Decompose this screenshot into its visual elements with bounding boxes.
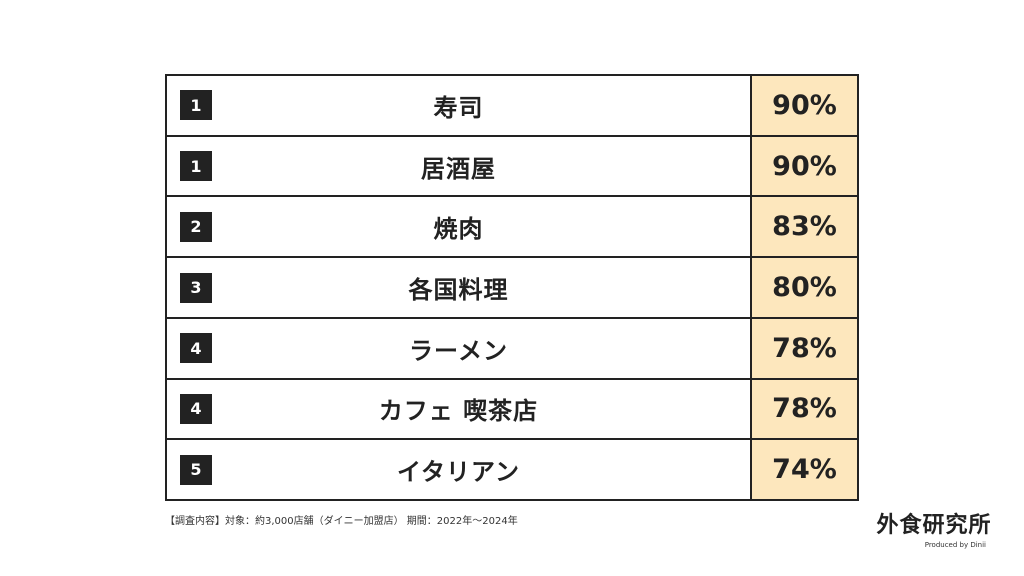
table-row: 2 焼肉 83% [167, 197, 857, 259]
table-row: 4 ラーメン 78% [167, 318, 857, 380]
value-label: 80% [752, 258, 857, 317]
value-label: 78% [752, 318, 857, 378]
category-label: 寿司 [433, 93, 484, 122]
category-label: ラーメン [408, 336, 509, 365]
category-label: 居酒屋 [421, 154, 496, 183]
value-label: 90% [752, 76, 857, 135]
rank-badge: 5 [180, 454, 212, 485]
category-label: カフェ 喫茶店 [378, 397, 539, 426]
category-cell: 4 カフェ 喫茶店 [167, 379, 752, 439]
category-cell: 4 ラーメン [167, 318, 752, 378]
category-cell: 1 寿司 [167, 76, 752, 135]
table-row: 1 寿司 90% [167, 76, 857, 137]
value-label: 90% [752, 136, 857, 196]
value-label: 74% [752, 440, 857, 500]
rank-badge: 1 [180, 90, 212, 121]
table-row: 5 イタリアン 74% [167, 440, 857, 500]
rank-badge: 1 [180, 151, 212, 182]
category-label: 各国料理 [408, 276, 509, 305]
rank-badge: 4 [180, 333, 212, 364]
table-row: 1 居酒屋 90% [167, 136, 857, 198]
category-label: イタリアン [396, 458, 521, 487]
category-cell: 5 イタリアン [167, 440, 752, 500]
rank-badge: 2 [180, 211, 212, 242]
category-cell: 2 焼肉 [167, 197, 752, 257]
value-label: 83% [752, 197, 857, 257]
table-row: 3 各国料理 80% [167, 258, 857, 319]
value-label: 78% [752, 379, 857, 439]
table-row: 4 カフェ 喫茶店 78% [167, 379, 857, 441]
rank-badge: 4 [180, 393, 212, 424]
rank-badge: 3 [180, 272, 212, 303]
category-cell: 3 各国料理 [167, 258, 752, 317]
ranking-table: 1 寿司 90% 1 居酒屋 90% 2 焼肉 83% 3 各国料理 80% 4 ラーメン 78% 4 カフェ … [165, 74, 859, 501]
logo: 外食研究所 Produced by Dinii [864, 512, 1004, 550]
logo-title: 外食研究所 [876, 513, 992, 538]
logo-subtitle: Produced by Dinii [924, 541, 986, 549]
category-cell: 1 居酒屋 [167, 136, 752, 196]
survey-footnote: 【調査内容】対象：約3,000店舗（ダイニー加盟店） 期間：2022年〜2024… [165, 516, 518, 527]
category-label: 焼肉 [433, 215, 484, 244]
